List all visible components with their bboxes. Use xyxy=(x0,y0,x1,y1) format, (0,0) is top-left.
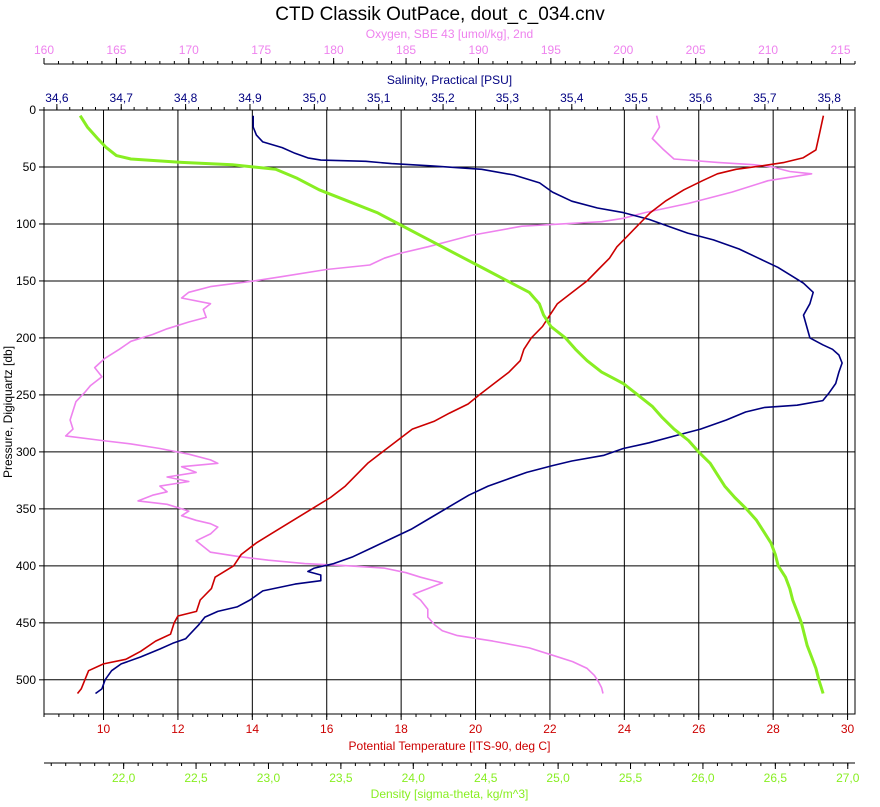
temperature-axis-tick-label: 10 xyxy=(97,722,111,736)
density-axis-label: Density [sigma-theta, kg/m^3] xyxy=(371,787,529,801)
salinity-axis-tick-label: 35,6 xyxy=(689,91,713,105)
temperature-axis-tick-label: 12 xyxy=(171,722,185,736)
salinity-axis-tick-label: 34,8 xyxy=(174,91,198,105)
temperature-axis-label: Potential Temperature [ITS-90, deg C] xyxy=(349,739,551,753)
y-axis-tick-label: 100 xyxy=(16,217,36,231)
y-axis-tick-label: 500 xyxy=(16,673,36,687)
temperature-series-line xyxy=(76,115,825,695)
temperature-axis-tick-label: 30 xyxy=(841,722,855,736)
density-series-line xyxy=(78,114,825,694)
chart-title: CTD Classik OutPace, dout_c_034.cnv xyxy=(275,4,605,25)
oxygen-axis-tick-label: 170 xyxy=(179,43,199,57)
oxygen-axis-tick-label: 200 xyxy=(613,43,633,57)
salinity-axis-label: Salinity, Practical [PSU] xyxy=(387,73,512,87)
y-axis-label: Pressure, Digiquartz [db] xyxy=(1,346,15,478)
y-axis-tick-label: 50 xyxy=(23,160,37,174)
salinity-axis-tick-label: 35,2 xyxy=(431,91,455,105)
density-axis-tick-label: 25,0 xyxy=(546,771,570,785)
oxygen-axis-tick-label: 205 xyxy=(686,43,706,57)
salinity-axis-tick-label: 34,7 xyxy=(110,91,134,105)
temperature-axis-tick-label: 16 xyxy=(320,722,334,736)
y-axis-tick-label: 400 xyxy=(16,559,36,573)
density-axis-tick-label: 26,5 xyxy=(764,771,788,785)
density-axis-tick-label: 22,5 xyxy=(184,771,208,785)
density-axis-tick-label: 24,0 xyxy=(402,771,426,785)
oxygen-axis-tick-label: 175 xyxy=(251,43,271,57)
temperature-axis-tick-label: 14 xyxy=(246,722,260,736)
salinity-axis-tick-label: 34,6 xyxy=(45,91,69,105)
y-axis-tick-label: 150 xyxy=(16,274,36,288)
temperature-axis-tick-label: 24 xyxy=(618,722,632,736)
salinity-axis-tick-label: 35,5 xyxy=(624,91,648,105)
y-axis-tick-label: 300 xyxy=(16,445,36,459)
density-axis-tick-label: 26,0 xyxy=(691,771,715,785)
density-axis-tick-label: 27,0 xyxy=(836,771,860,785)
density-axis-tick-label: 24,5 xyxy=(474,771,498,785)
temperature-axis-tick-label: 22 xyxy=(543,722,557,736)
temperature-axis-tick-label: 28 xyxy=(766,722,780,736)
oxygen-axis-tick-label: 190 xyxy=(468,43,488,57)
salinity-series-line xyxy=(95,115,843,695)
salinity-axis-tick-label: 35,1 xyxy=(367,91,391,105)
salinity-axis-tick-label: 35,8 xyxy=(818,91,842,105)
oxygen-axis-tick-label: 210 xyxy=(758,43,778,57)
density-axis-tick-label: 23,5 xyxy=(329,771,353,785)
oxygen-series-line xyxy=(64,115,813,694)
oxygen-axis-tick-label: 215 xyxy=(831,43,851,57)
y-axis-tick-label: 350 xyxy=(16,502,36,516)
y-axis-tick-label: 450 xyxy=(16,616,36,630)
salinity-axis-tick-label: 35,4 xyxy=(560,91,584,105)
plot-area xyxy=(43,109,856,715)
salinity-axis-tick-label: 35,0 xyxy=(303,91,327,105)
density-axis-tick-label: 22,0 xyxy=(112,771,136,785)
y-axis-tick-label: 200 xyxy=(16,331,36,345)
oxygen-axis-tick-label: 180 xyxy=(324,43,344,57)
temperature-axis-tick-label: 18 xyxy=(394,722,408,736)
salinity-axis-tick-label: 34,9 xyxy=(238,91,262,105)
oxygen-axis-tick-label: 185 xyxy=(396,43,416,57)
oxygen-axis-tick-label: 160 xyxy=(34,43,54,57)
oxygen-axis-label: Oxygen, SBE 43 [umol/kg], 2nd xyxy=(366,27,533,41)
temperature-axis-tick-label: 20 xyxy=(469,722,483,736)
oxygen-axis-tick-label: 195 xyxy=(541,43,561,57)
y-axis-tick-label: 250 xyxy=(16,388,36,402)
y-axis-tick-label: 0 xyxy=(29,103,36,117)
salinity-axis-tick-label: 35,3 xyxy=(496,91,520,105)
salinity-axis-tick-label: 35,7 xyxy=(753,91,777,105)
density-axis-tick-label: 23,0 xyxy=(257,771,281,785)
temperature-axis-tick-label: 26 xyxy=(692,722,706,736)
density-axis-tick-label: 25,5 xyxy=(619,771,643,785)
oxygen-axis-tick-label: 165 xyxy=(106,43,126,57)
